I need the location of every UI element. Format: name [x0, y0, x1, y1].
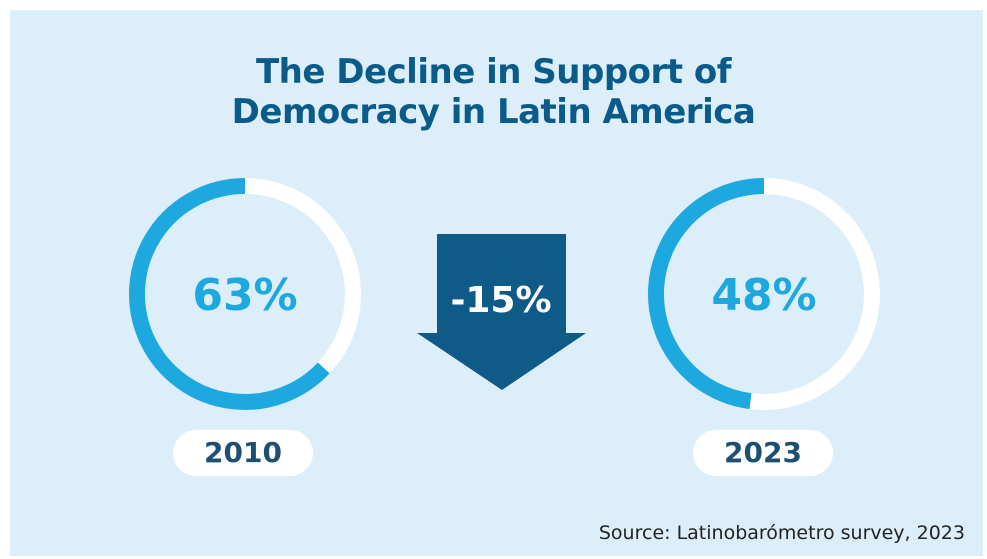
year-pill-2010: 2010 [173, 430, 313, 476]
change-arrow: -15% [417, 234, 586, 390]
year-pill-2023: 2023 [693, 430, 833, 476]
donut-2010: 63% [129, 178, 361, 410]
change-label: -15% [450, 280, 551, 321]
title-line-1: The Decline in Support of [255, 52, 732, 92]
down-arrow-icon [417, 234, 586, 390]
chart-title: The Decline in Support of Democracy in L… [0, 52, 987, 132]
donut-2023: 48% [648, 178, 880, 410]
value-label-2023: 48% [711, 270, 816, 321]
donut-arc-2023 [648, 178, 765, 410]
value-label-2010: 63% [192, 270, 297, 321]
title-line-2: Democracy in Latin America [231, 92, 756, 132]
donut-arc-2010 [129, 178, 330, 410]
source-note: Source: Latinobarómetro survey, 2023 [598, 522, 965, 544]
